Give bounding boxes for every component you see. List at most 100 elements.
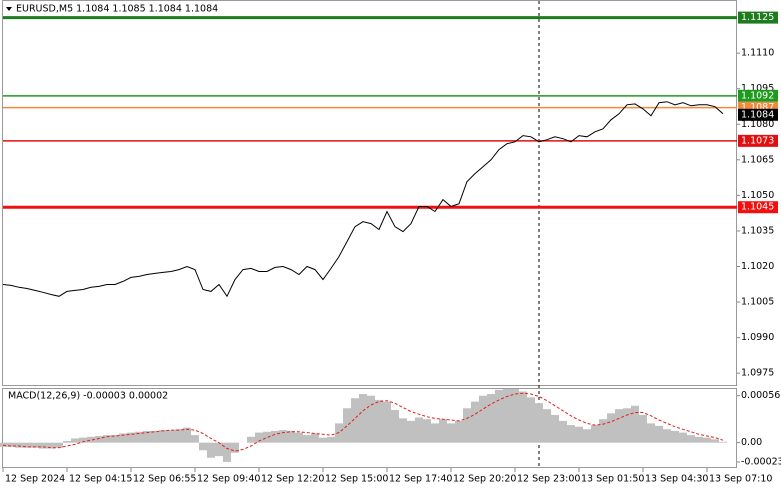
macd-bar [655, 425, 663, 443]
macd-bar [551, 415, 559, 443]
macd-bar [719, 441, 727, 443]
macd-bar [127, 432, 135, 443]
macd-bar [647, 423, 655, 443]
title-arrow [6, 7, 12, 11]
y-tick-label: 1.1095 [741, 83, 774, 94]
macd-bar [455, 420, 463, 443]
y-tick-label: 1.1080 [741, 119, 774, 130]
price-label: 1.1084 [741, 109, 774, 120]
macd-bar [15, 442, 23, 448]
macd-bar [103, 435, 111, 443]
macd-bar [7, 442, 15, 447]
macd-bar [391, 409, 399, 443]
price-line [2, 101, 724, 298]
y-tick-label: 1.1005 [741, 297, 774, 308]
price-label-box [738, 108, 778, 121]
macd-bar [415, 417, 423, 443]
x-tick-label: 12 Sep 15:00 [325, 474, 388, 485]
macd-bar [119, 433, 127, 443]
macd-bar [255, 432, 263, 443]
x-tick-label: 13 Sep 04:30 [645, 474, 708, 485]
level-label: 1.1092 [741, 90, 774, 101]
macd-bar [351, 398, 359, 443]
level-label-box [738, 89, 778, 102]
macd-bar [431, 423, 439, 443]
y-tick-label: 0.00056 [741, 390, 780, 401]
macd-bar [159, 430, 167, 443]
macd-bar [407, 420, 415, 443]
macd-bar [311, 433, 319, 443]
x-tick-label: 12 Sep 04:15 [69, 474, 132, 485]
y-tick-label: 1.1035 [741, 225, 774, 236]
macd-bar [519, 391, 527, 443]
macd-bar [191, 435, 199, 443]
macd-bar [687, 435, 695, 443]
macd-bar [463, 408, 471, 443]
macd-bar [671, 430, 679, 443]
macd-bar [247, 436, 255, 443]
macd-bar [63, 441, 71, 443]
y-tick-label: 1.1065 [741, 154, 774, 165]
y-tick-label: 1.1110 [741, 48, 774, 59]
macd-bar [295, 432, 303, 443]
macd-bar [231, 442, 239, 453]
macd-bar [439, 419, 447, 443]
macd-bar [615, 409, 623, 443]
macd-bar [663, 429, 671, 443]
macd-bar [583, 429, 591, 443]
macd-bar [167, 430, 175, 443]
macd-bar [23, 442, 31, 448]
macd-bar [215, 442, 223, 457]
macd-bar [79, 437, 87, 443]
macd-bar [31, 442, 39, 448]
x-tick-label: 12 Sep 20:20 [453, 474, 516, 485]
macd-bar [223, 442, 231, 462]
main-panel-frame [2, 0, 737, 386]
level-label-box [738, 134, 778, 147]
y-tick-label: 1.1020 [741, 261, 774, 272]
macd-bar [287, 430, 295, 443]
macd-bar [479, 395, 487, 443]
macd-bar [543, 409, 551, 443]
macd-bar [199, 442, 207, 451]
macd-bar [39, 442, 47, 449]
macd-bar [631, 405, 639, 443]
macd-bar [343, 408, 351, 443]
x-tick-label: 12 Sep 12:20 [261, 474, 324, 485]
macd-bar [151, 430, 159, 443]
y-tick-label: 0.00 [741, 437, 762, 448]
macd-bar [591, 425, 599, 443]
y-tick-label: -0.00023 [741, 456, 781, 467]
macd-bar [327, 436, 335, 443]
macd-bar [447, 423, 455, 443]
x-tick-label: 12 Sep 09:40 [197, 474, 260, 485]
y-tick-label: 1.1050 [741, 190, 774, 201]
macd-bar [495, 389, 503, 443]
macd-bar [639, 415, 647, 443]
macd-bar [527, 397, 535, 443]
level-label: 1.1087 [741, 102, 774, 113]
level-label-box [738, 11, 778, 24]
macd-bar [111, 435, 119, 443]
macd-bar [487, 394, 495, 443]
chart-title: EURUSD,M5 1.1084 1.1085 1.1084 1.1084 [16, 4, 218, 15]
macd-bar [303, 435, 311, 443]
macd-bar [575, 426, 583, 443]
macd-bar [87, 436, 95, 443]
macd-bar [359, 394, 367, 443]
macd-bar [711, 439, 719, 443]
macd-bar [135, 431, 143, 443]
macd-bar [399, 418, 407, 443]
x-tick-label: 12 Sep 17:40 [389, 474, 452, 485]
x-tick-label: 13 Sep 07:10 [709, 474, 772, 485]
macd-bar [511, 389, 519, 443]
macd-bar [95, 435, 103, 443]
level-label: 1.1073 [741, 135, 774, 146]
macd-bar [263, 431, 271, 443]
macd-bar [703, 437, 711, 443]
macd-bar [207, 442, 215, 458]
macd-bar [599, 419, 607, 443]
macd-bar [383, 401, 391, 443]
macd-bar [175, 429, 183, 443]
